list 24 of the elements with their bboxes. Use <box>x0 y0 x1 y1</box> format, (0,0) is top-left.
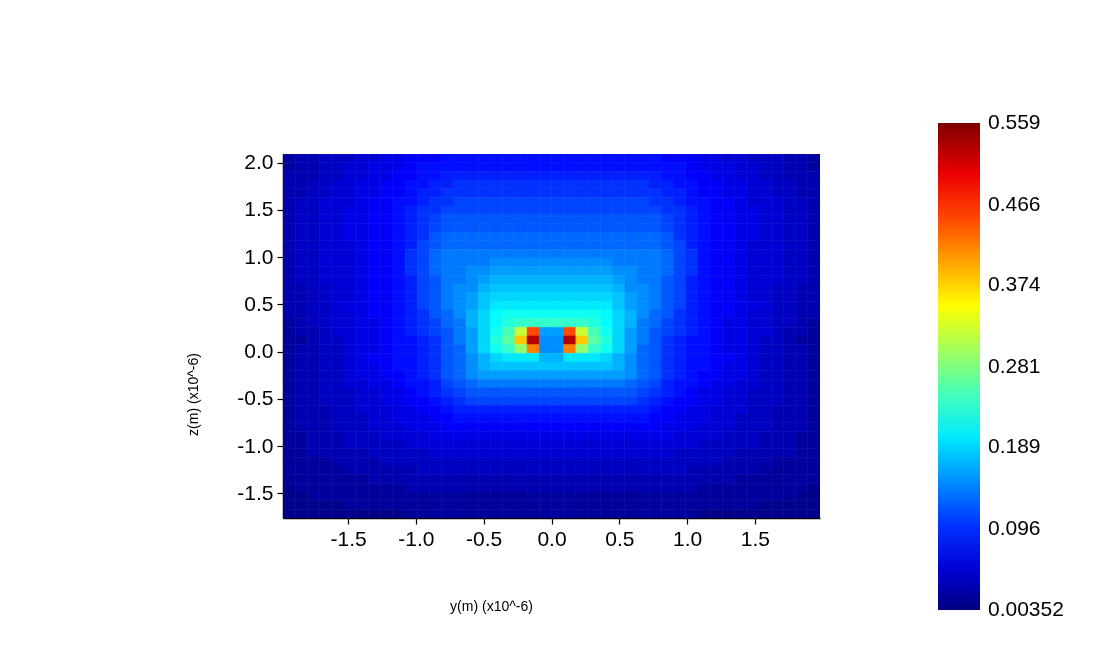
color-bar-label: 0.281 <box>988 353 1041 377</box>
x-tick-label: 1.5 <box>740 526 771 550</box>
x-tick-label: -1.5 <box>330 526 367 550</box>
x-tick-label: -1.0 <box>398 526 435 550</box>
color-bar-label: 0.00352 <box>988 597 1064 620</box>
x-tick-label: 0.0 <box>537 526 567 550</box>
color-bar-label: 0.466 <box>988 191 1041 215</box>
x-axis-title: y(m) (x10^-6) <box>450 597 533 614</box>
y-tick-label: 0.5 <box>244 291 274 315</box>
x-tick-label: 1.0 <box>673 526 703 550</box>
y-tick-label: 1.5 <box>244 197 274 221</box>
color-bar-label: 0.374 <box>988 272 1041 296</box>
x-tick-label: -0.5 <box>466 526 503 550</box>
y-tick-label: -1.0 <box>237 433 274 457</box>
y-tick-label: -0.5 <box>237 386 274 410</box>
color-bar-label: 0.096 <box>988 515 1041 539</box>
y-tick-label: -1.5 <box>237 480 274 504</box>
color-bar-label: 0.559 <box>988 110 1041 133</box>
y-tick-label: 2.0 <box>244 150 274 174</box>
color-bar-label: 0.189 <box>988 434 1041 458</box>
y-tick-label: 1.0 <box>244 244 274 268</box>
x-tick-label: 0.5 <box>605 526 635 550</box>
y-axis-title: z(m) (x10^-6) <box>184 353 201 436</box>
y-tick-label: 0.0 <box>244 339 274 363</box>
